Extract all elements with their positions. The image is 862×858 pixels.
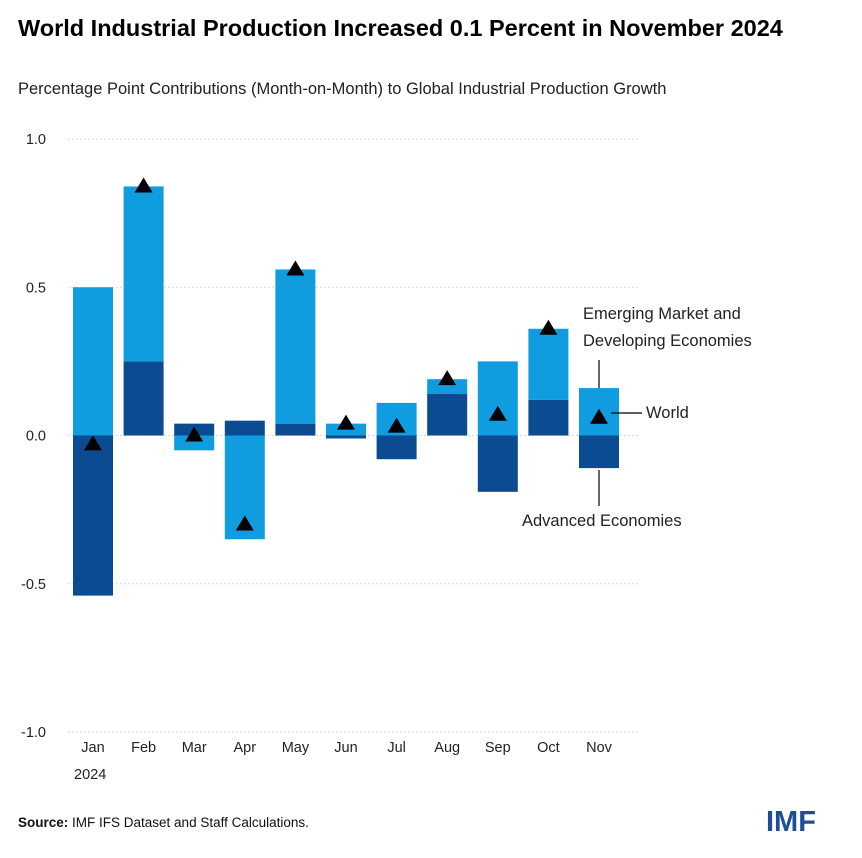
bar-emde-may (275, 269, 316, 424)
world-marker-jul (387, 417, 406, 433)
x-tick-label: Aug (434, 740, 460, 756)
bar-emde-sep (477, 361, 518, 436)
emde-label-line1: Emerging Market and (583, 305, 741, 323)
world-marker-jun (337, 414, 355, 430)
bars (73, 186, 619, 596)
x-tick-label: Nov (586, 740, 613, 756)
source-text: IMF IFS Dataset and Staff Calculations. (72, 815, 309, 830)
world-marker-aug (438, 370, 457, 386)
bar-advanced-nov (579, 435, 619, 469)
bar-advanced-jun (326, 435, 366, 439)
y-tick-label: 0.5 (26, 280, 46, 296)
x-tick-label: Jul (387, 740, 406, 756)
advanced-label: Advanced Economies (522, 512, 682, 530)
world-marker-sep (488, 405, 507, 421)
bar-emde-feb (123, 186, 164, 362)
bar-advanced-apr (224, 420, 265, 436)
x-tick-label: Oct (537, 740, 560, 756)
bar-advanced-jul (376, 435, 417, 460)
world-markers (84, 177, 608, 531)
chart-subtitle: Percentage Point Contributions (Month-on… (18, 80, 667, 98)
world-marker-apr (235, 515, 254, 531)
x-tick-label: Mar (182, 740, 207, 756)
bar-advanced-aug (427, 393, 468, 436)
bar-advanced-oct (528, 399, 569, 436)
y-tick-label: 1.0 (26, 132, 46, 148)
world-label: World (646, 404, 689, 422)
world-marker-may (286, 260, 305, 276)
year-label: 2024 (74, 767, 106, 783)
world-marker-jan (84, 435, 102, 451)
world-marker-feb (134, 177, 153, 193)
world-marker-nov (590, 408, 608, 424)
bar-advanced-feb (123, 361, 164, 436)
bar-emde-mar (174, 435, 215, 451)
chart-title: World Industrial Production Increased 0.… (18, 15, 783, 41)
imf-logo: IMF (766, 806, 816, 838)
bar-advanced-sep (477, 435, 518, 492)
world-marker-mar (185, 426, 204, 442)
x-tick-label: Feb (131, 740, 156, 756)
y-tick-label: -0.5 (21, 577, 46, 593)
x-tick-label: Apr (234, 740, 257, 756)
bar-advanced-may (275, 423, 316, 436)
bar-emde-aug (427, 379, 468, 394)
bar-emde-jan (73, 287, 113, 436)
bar-emde-oct (528, 328, 569, 400)
bar-advanced-jan (73, 435, 113, 596)
y-tick-label: 0.0 (26, 429, 46, 445)
world-marker-oct (539, 319, 558, 335)
source-label: Source: (18, 815, 69, 830)
annotations: Emerging Market and Developing Economies… (74, 305, 752, 783)
y-axis: 1.0 0.5 0.0 -0.5 -1.0 (21, 132, 46, 741)
x-tick-label: Jun (334, 740, 357, 756)
x-tick-label: May (282, 740, 310, 756)
x-tick-label: Jan (81, 740, 104, 756)
emde-label-line2: Developing Economies (583, 332, 752, 350)
x-axis: Jan Feb Mar Apr May Jun Jul Aug Sep Oct Nov (81, 740, 612, 756)
x-tick-label: Sep (485, 740, 511, 756)
y-tick-label: -1.0 (21, 725, 46, 741)
source-note: Source: IMF IFS Dataset and Staff Calcul… (18, 815, 309, 830)
